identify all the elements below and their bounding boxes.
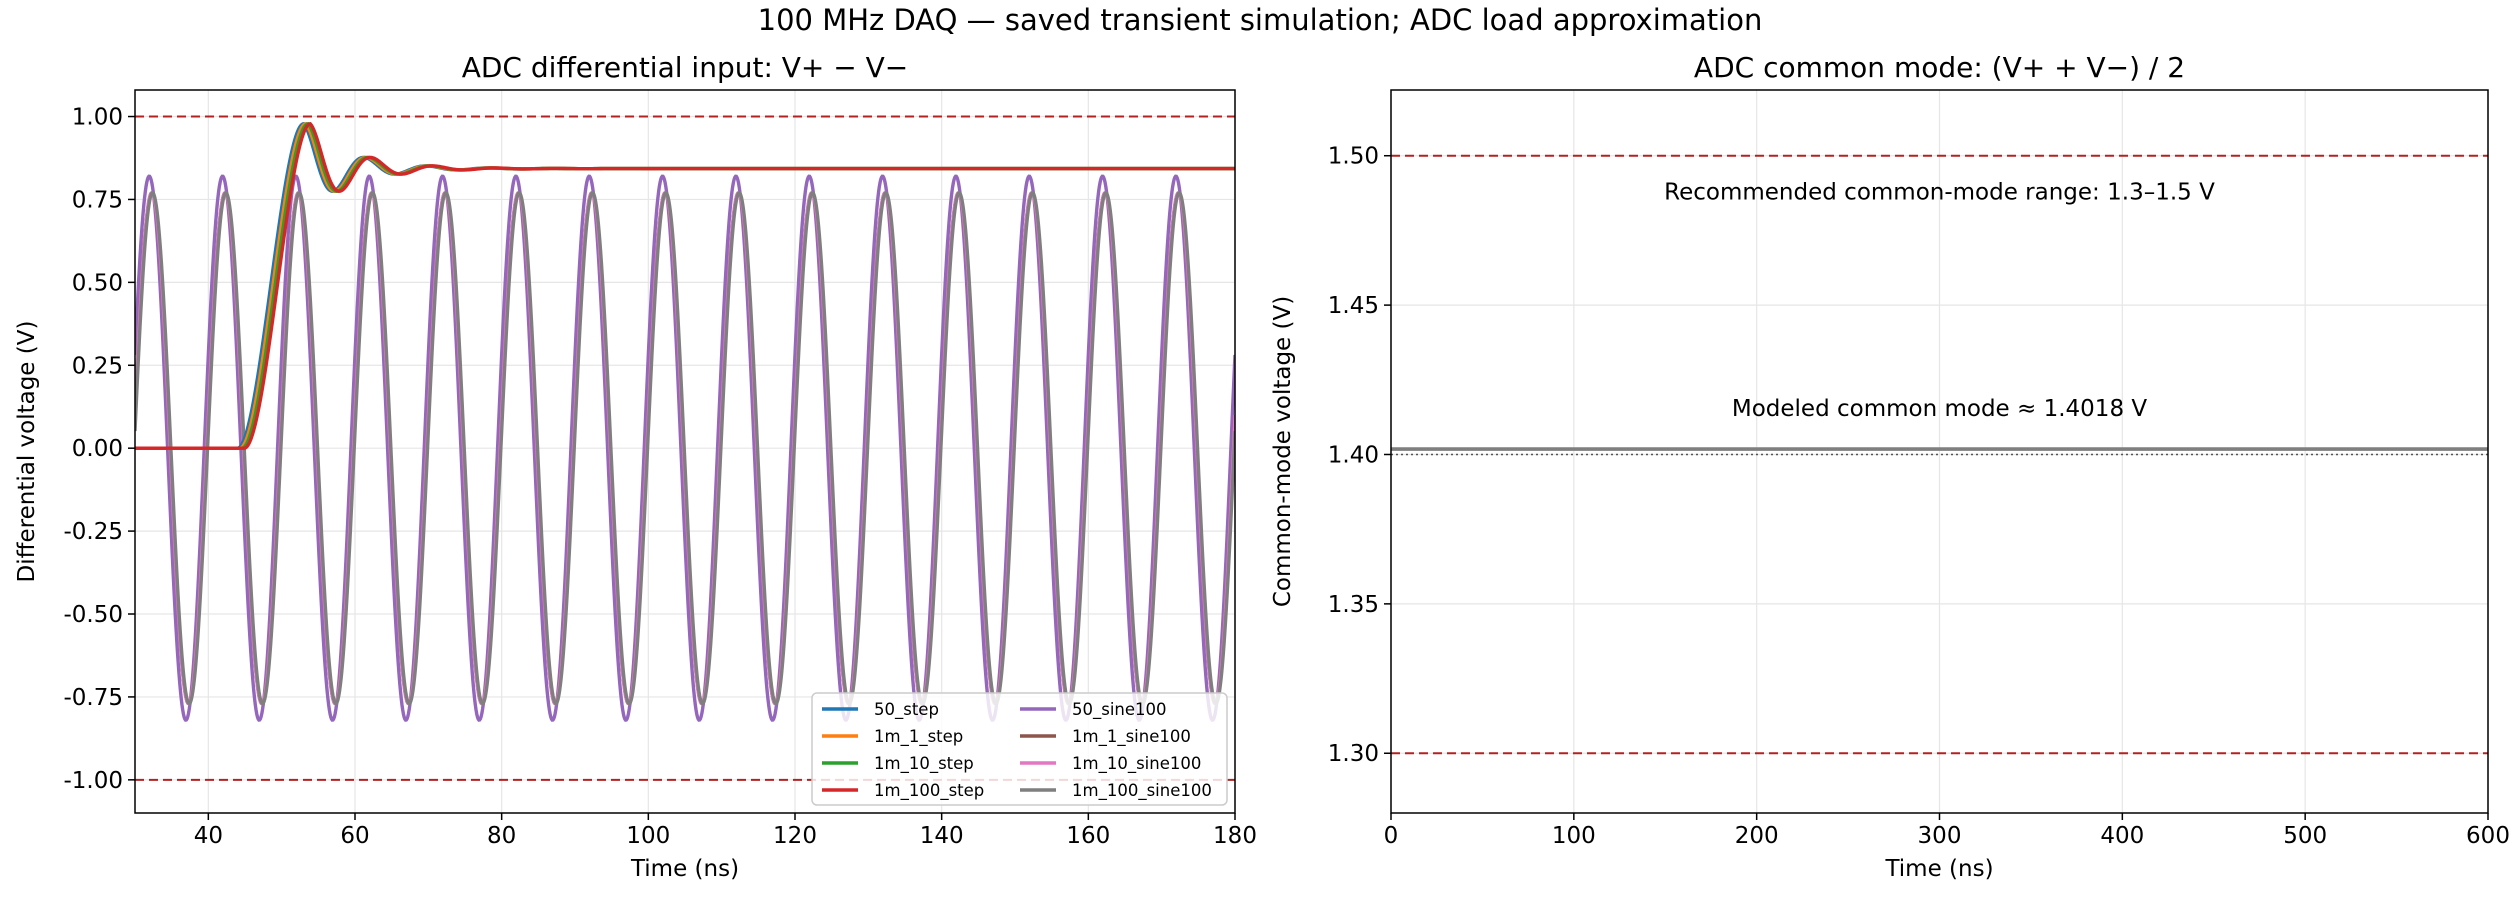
x-axis-label: Time (ns) xyxy=(630,856,739,882)
x-tick-label: 120 xyxy=(773,823,817,849)
annotation-text: Recommended common-mode range: 1.3–1.5 V xyxy=(1664,180,2215,206)
legend-label: 1m_1_sine100 xyxy=(1072,727,1191,747)
series-line-1m_100_step xyxy=(135,121,1235,450)
x-tick-label: 100 xyxy=(1552,823,1596,849)
legend-label: 50_step xyxy=(874,700,939,720)
y-tick-label: 1.00 xyxy=(72,105,123,131)
y-axis-label: Differential voltage (V) xyxy=(14,321,40,583)
legend-frame xyxy=(811,692,1228,806)
common-mode-plot-area xyxy=(1391,154,2488,755)
x-tick-label: 200 xyxy=(1735,823,1779,849)
legend-label: 1m_10_sine100 xyxy=(1072,754,1201,774)
x-tick-label: 80 xyxy=(487,823,516,849)
y-tick-label: -0.25 xyxy=(63,519,123,545)
x-tick-label: 60 xyxy=(340,823,369,849)
y-axis-label: Common-mode voltage (V) xyxy=(1270,296,1296,607)
x-tick-label: 400 xyxy=(2100,823,2144,849)
legend-label: 1m_100_sine100 xyxy=(1072,781,1212,801)
series-line-1m_100_sine100 xyxy=(135,190,1235,706)
series-line-1m_10_step xyxy=(135,121,1235,450)
legend-label: 1m_100_step xyxy=(874,781,984,801)
y-tick-label: 0.50 xyxy=(72,270,123,296)
y-tick-label: 0.25 xyxy=(72,353,123,379)
x-axis-label: Time (ns) xyxy=(1884,856,1993,882)
chart-title: ADC common mode: (V+ + V−) / 2 xyxy=(1694,51,2185,84)
y-tick-label: 1.45 xyxy=(1328,293,1379,319)
y-tick-label: 0.00 xyxy=(72,436,123,462)
y-tick-label: 1.35 xyxy=(1328,592,1379,618)
x-tick-label: 40 xyxy=(194,823,223,849)
y-tick-label: -0.50 xyxy=(63,602,123,628)
series-line-1m_1_step xyxy=(135,121,1235,450)
x-tick-label: 0 xyxy=(1384,823,1399,849)
figure-suptitle: 100 MHz DAQ — saved transient simulation… xyxy=(758,3,1763,37)
y-tick-label: 1.40 xyxy=(1328,442,1379,468)
x-tick-label: 300 xyxy=(1918,823,1962,849)
annotation-text: Modeled common mode ≈ 1.4018 V xyxy=(1732,396,2148,422)
legend-label: 1m_1_step xyxy=(874,727,963,747)
y-tick-label: -0.75 xyxy=(63,685,123,711)
x-tick-label: 160 xyxy=(1066,823,1110,849)
differential-chart: 40 60 80 100 120 140 160 180 -1.00 -0.75 -0.50 -0.2… xyxy=(14,51,1257,882)
x-tick-label: 140 xyxy=(920,823,964,849)
y-tick-label: 1.50 xyxy=(1328,144,1379,170)
axes-frame xyxy=(1390,89,2489,814)
y-tick-label: 1.30 xyxy=(1328,741,1379,767)
x-tick-label: 500 xyxy=(2283,823,2327,849)
y-tick-label: -1.00 xyxy=(63,768,123,794)
y-tick-label: 0.75 xyxy=(72,187,123,213)
differential-plot-area xyxy=(135,115,1235,781)
legend-label: 1m_10_step xyxy=(874,754,974,774)
series-line-50_sine100 xyxy=(135,174,1235,722)
axes-frame xyxy=(134,89,1236,814)
common-mode-chart: 0 100 200 300 400 500 600 1.30 1.35 1.40 1.45 1.50 A… xyxy=(1270,51,2510,882)
legend-label: 50_sine100 xyxy=(1072,700,1167,720)
series-line-50_step xyxy=(135,121,1235,450)
legend: 50_step 1m_1_step 1m_10_step 1m_100_step 50_… xyxy=(811,692,1228,806)
x-tick-label: 600 xyxy=(2466,823,2510,849)
x-tick-label: 100 xyxy=(626,823,670,849)
x-tick-label: 180 xyxy=(1213,823,1257,849)
chart-title: ADC differential input: V+ − V− xyxy=(462,51,909,84)
